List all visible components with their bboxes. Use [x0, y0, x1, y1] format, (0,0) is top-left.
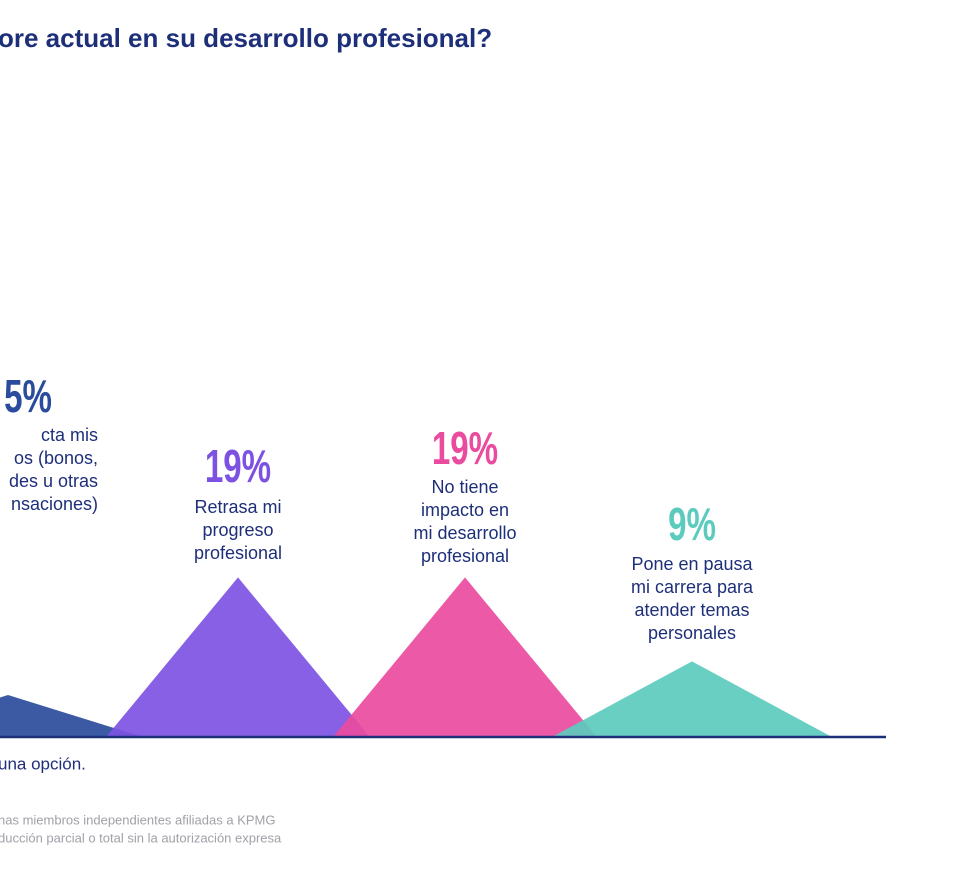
- category-label: No tiene: [431, 477, 498, 497]
- source: ducción parcial o total sin la autorizac…: [0, 830, 282, 845]
- category-label: atender temas: [634, 600, 749, 620]
- category-label: personales: [648, 623, 736, 643]
- value-label: 19%: [432, 422, 498, 474]
- category-label: Pone en pausa: [631, 554, 753, 574]
- category-label: nsaciones): [11, 494, 98, 514]
- value-label: 5%: [4, 370, 52, 422]
- category-label: profesional: [421, 546, 509, 566]
- category-label: Retrasa mi: [194, 497, 281, 517]
- value-label: 19%: [205, 440, 271, 492]
- triangle: [552, 661, 832, 737]
- category-label: impacto en: [421, 500, 509, 520]
- source: nas miembros independientes afiliadas a …: [0, 812, 275, 827]
- category-label: des u otras: [9, 471, 98, 491]
- note: una opción.: [0, 754, 86, 773]
- category-label: cta mis: [41, 425, 98, 445]
- triangle: [333, 577, 597, 737]
- chart-title: ore actual en su desarrollo profesional?: [0, 23, 492, 53]
- category-label: mi carrera para: [631, 577, 754, 597]
- category-label: mi desarrollo: [413, 523, 516, 543]
- value-label: 9%: [668, 498, 716, 550]
- category-label: progreso: [202, 520, 273, 540]
- category-label: os (bonos,: [14, 448, 98, 468]
- triangle: [0, 695, 143, 737]
- category-label: profesional: [194, 543, 282, 563]
- triangle: [106, 577, 370, 737]
